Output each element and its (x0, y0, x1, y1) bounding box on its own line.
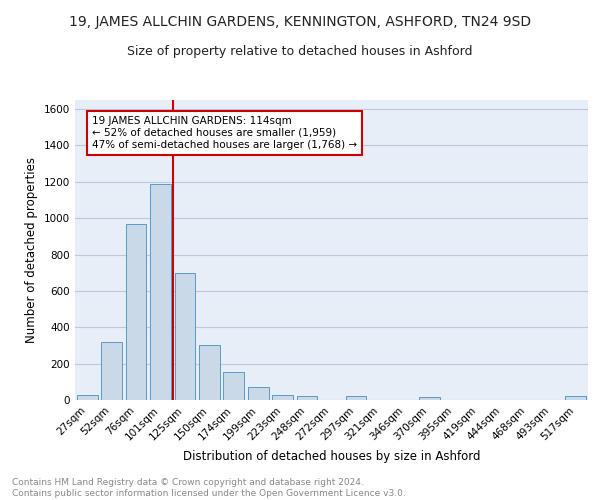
Text: Contains HM Land Registry data © Crown copyright and database right 2024.
Contai: Contains HM Land Registry data © Crown c… (12, 478, 406, 498)
Bar (101, 342, 122, 400)
Bar (150, 184, 171, 400)
Bar (77, 396, 98, 400)
Text: Size of property relative to detached houses in Ashford: Size of property relative to detached ho… (127, 45, 473, 58)
Bar (272, 396, 293, 400)
Text: 19, JAMES ALLCHIN GARDENS, KENNINGTON, ASHFORD, TN24 9SD: 19, JAMES ALLCHIN GARDENS, KENNINGTON, A… (69, 15, 531, 29)
Y-axis label: Number of detached properties: Number of detached properties (25, 157, 38, 343)
Bar (223, 372, 244, 400)
Bar (125, 224, 146, 400)
Bar (565, 396, 586, 400)
Bar (296, 396, 317, 400)
Bar (199, 346, 220, 400)
Text: 19 JAMES ALLCHIN GARDENS: 114sqm
← 52% of detached houses are smaller (1,959)
47: 19 JAMES ALLCHIN GARDENS: 114sqm ← 52% o… (92, 116, 357, 150)
X-axis label: Distribution of detached houses by size in Ashford: Distribution of detached houses by size … (183, 450, 480, 463)
Bar (248, 388, 269, 400)
Bar (175, 272, 196, 400)
Bar (419, 398, 440, 400)
Bar (346, 396, 367, 400)
